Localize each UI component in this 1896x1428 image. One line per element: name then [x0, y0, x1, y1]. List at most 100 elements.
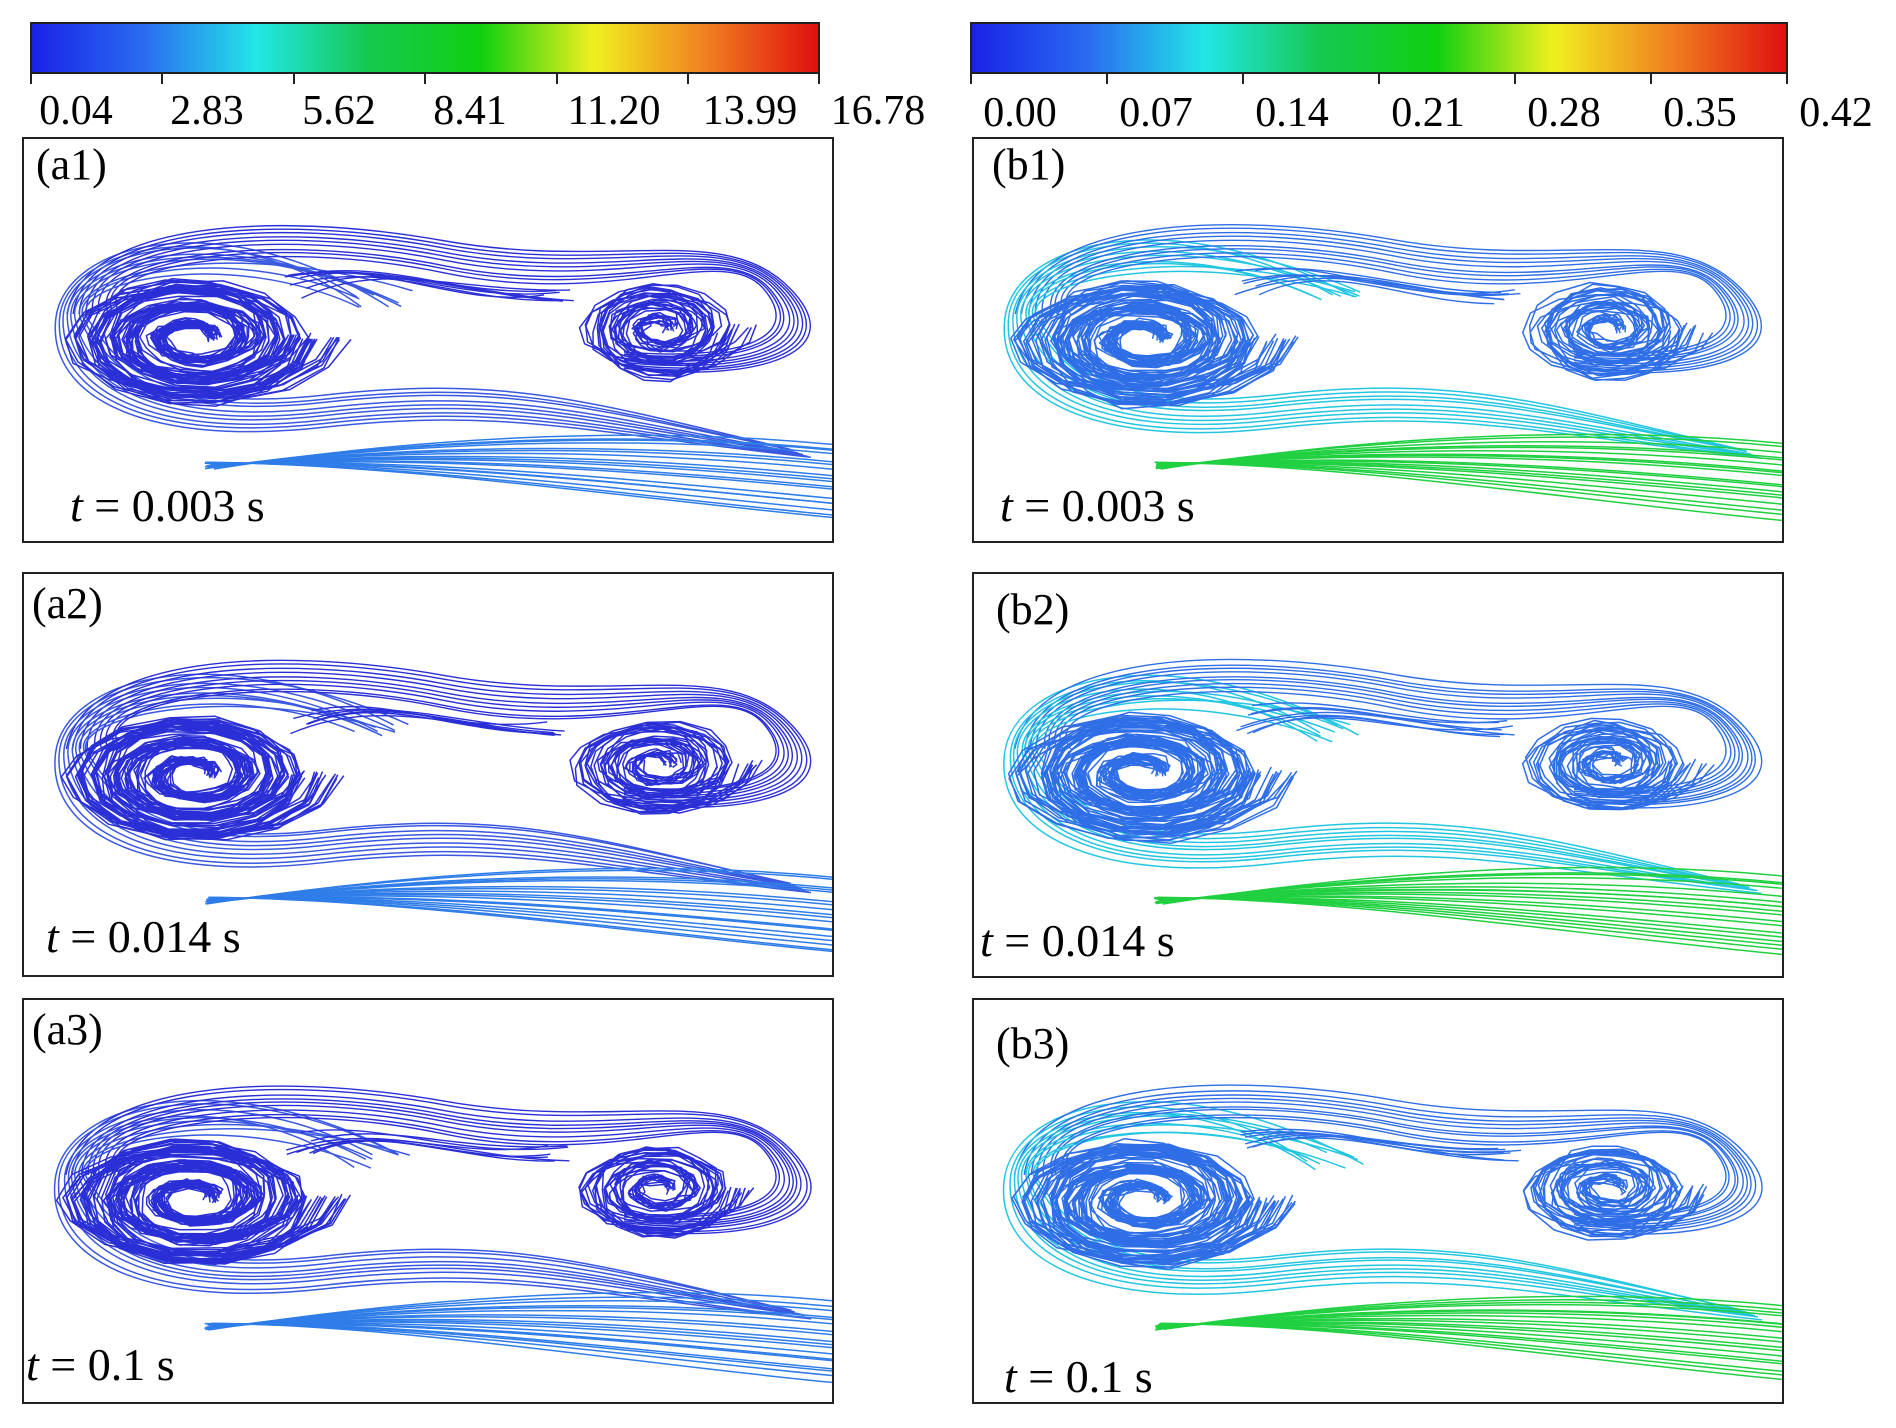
left-vortex-streamline: [55, 1151, 346, 1257]
time-label: t = 0.014 s: [980, 918, 1175, 964]
jet-streamline: [211, 1322, 832, 1384]
left-vortex-streamline: [1018, 719, 1280, 834]
left-vortex-streamline: [1054, 1156, 1248, 1253]
connector-streamline: [1245, 1134, 1499, 1150]
colorbar-a-tick-label: 11.20: [567, 88, 661, 134]
upper-streamline: [105, 248, 785, 359]
streamlines-a3: [53, 1085, 832, 1384]
upper-streamline: [1065, 255, 1727, 355]
right-vortex-streamline: [1535, 726, 1684, 811]
left-vortex-streamline: [69, 1146, 343, 1254]
right-vortex-streamline: [603, 722, 728, 813]
left-vortex-streamline: [60, 730, 345, 833]
connector-streamline: [1252, 702, 1500, 724]
upper-streamline: [115, 255, 777, 355]
outer-streamline: [1012, 246, 1757, 457]
left-vortex-streamline: [1010, 294, 1291, 397]
connector-streamline: [286, 1137, 570, 1162]
colorbar-b-tick-label: 0.35: [1663, 90, 1737, 136]
left-vortex-streamline: [85, 1140, 313, 1262]
upper-streamline: [97, 243, 791, 362]
upper-streamline: [1041, 239, 1745, 365]
colorbar-a-tick-label: 13.99: [702, 88, 798, 134]
left-vortex-streamline: [106, 723, 299, 838]
time-variable: t: [1004, 1351, 1017, 1402]
upper-streamline: [71, 1088, 808, 1233]
connector-streamline: [301, 278, 571, 299]
time-label: t = 0.1 s: [1004, 1354, 1153, 1400]
outer-streamline: [1012, 681, 1756, 892]
jet-streamline: [204, 1322, 832, 1377]
outer-streamline: [1002, 1101, 1762, 1321]
upper-streamline: [112, 688, 780, 792]
upper-streamline: [91, 239, 795, 365]
right-vortex-streamline: [569, 727, 758, 803]
upper-streamline: [1065, 1116, 1727, 1216]
upper-streamline: [1029, 667, 1753, 804]
upper-streamline: [98, 1104, 790, 1223]
upper-streamline: [1054, 248, 1736, 360]
left-vortex-streamline: [1044, 292, 1249, 399]
outer-streamline: [1013, 1111, 1756, 1317]
upper-streamline: [110, 251, 781, 357]
colorbar-b-tick-label: 0.07: [1119, 90, 1193, 136]
upper-streamline: [80, 1094, 802, 1229]
right-vortex-streamline: [585, 292, 749, 364]
upper-streamline: [1054, 682, 1736, 795]
left-vortex-streamline: [93, 288, 299, 399]
jet-streamline: [1157, 896, 1782, 956]
left-vortex-streamline: [1052, 719, 1246, 833]
outer-streamline: [67, 1115, 803, 1316]
upper-streamline: [111, 1113, 780, 1218]
left-vortex-streamline: [1065, 1152, 1251, 1265]
time-variable: t: [980, 915, 993, 966]
colorbar-a-tick-label: 2.83: [170, 88, 244, 134]
upper-streamline: [1020, 227, 1759, 372]
jet-streamline: [1155, 436, 1782, 470]
upper-streamline: [79, 667, 803, 804]
upper-streamline: [1042, 1101, 1744, 1225]
left-vortex-streamline: [1048, 1138, 1251, 1266]
upper-streamline: [99, 679, 789, 797]
streamlines-b3: [1002, 1084, 1782, 1381]
left-vortex-streamline: [1034, 1147, 1263, 1264]
left-vortex-streamline: [1022, 1150, 1296, 1260]
outer-streamline: [53, 1099, 812, 1320]
upper-streamline: [72, 228, 807, 371]
time-value: = 0.014 s: [58, 911, 241, 962]
jet-streamline: [208, 896, 832, 953]
upper-streamline: [1023, 1090, 1757, 1232]
outer-streamline: [1003, 239, 1762, 459]
streamlines-b2: [1003, 658, 1782, 956]
connector-streamline: [305, 710, 554, 734]
left-vortex-streamline: [1024, 718, 1278, 829]
colorbar-b: [970, 22, 1788, 74]
upper-streamline: [115, 690, 777, 790]
upper-streamline: [115, 1116, 777, 1216]
streamlines-a1: [54, 224, 832, 519]
upper-streamline: [1014, 658, 1763, 809]
time-variable: t: [70, 480, 83, 531]
upper-streamline: [105, 683, 785, 794]
upper-streamline: [1024, 664, 1756, 806]
right-vortex-streamline: [601, 283, 740, 377]
left-vortex-streamline: [1022, 286, 1286, 403]
outer-streamline: [1017, 1112, 1753, 1316]
upper-streamline: [1036, 1097, 1748, 1227]
panel-label: (b3): [996, 1019, 1070, 1068]
connector-streamline: [1252, 715, 1505, 736]
outer-streamline: [71, 1117, 801, 1315]
right-vortex-streamline: [1545, 288, 1692, 377]
colorbar-b-tick-label: 0.28: [1527, 90, 1601, 136]
time-label: t = 0.014 s: [46, 914, 241, 960]
left-vortex-streamline: [74, 725, 327, 835]
panel-label: (a1): [36, 140, 107, 189]
connector-streamline: [1258, 280, 1495, 305]
right-vortex-streamline: [1521, 728, 1708, 805]
jet-streamline: [204, 1306, 832, 1330]
connector-streamline: [1241, 274, 1521, 297]
upper-streamline: [87, 1098, 798, 1227]
colorbar-b-tick-label: 0.42: [1799, 90, 1873, 136]
left-vortex-streamline: [1045, 284, 1253, 406]
upper-streamline: [65, 1085, 812, 1235]
